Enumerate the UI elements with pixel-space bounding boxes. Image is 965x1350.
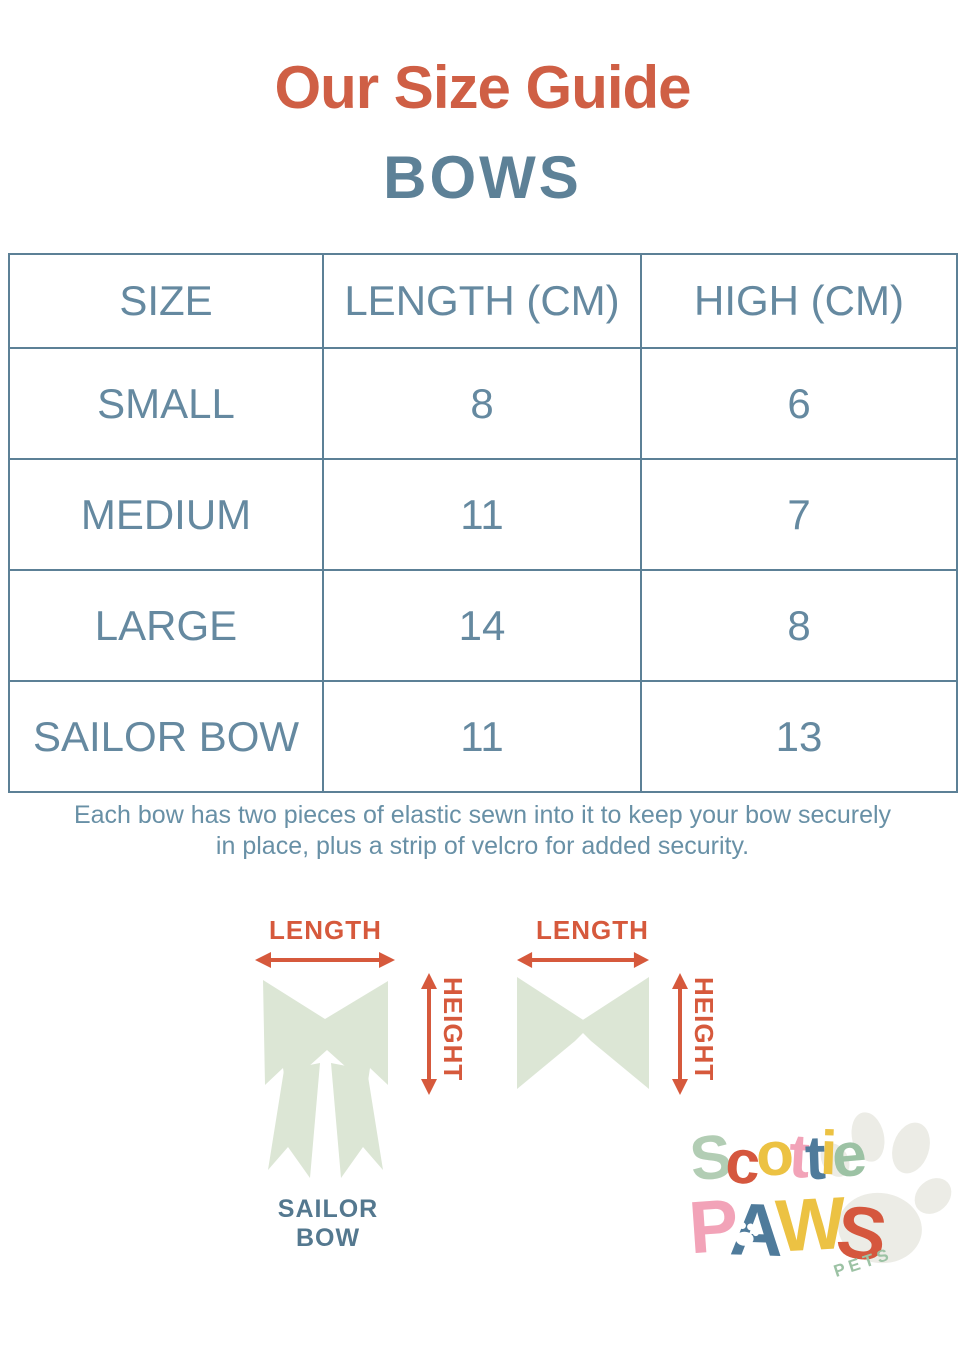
page-subtitle: BOWS	[383, 144, 582, 211]
size-table: SIZE LENGTH (CM) HIGH (CM) SMALL 8 6 MED…	[8, 253, 958, 793]
table-row-small: SMALL 8 6	[8, 347, 958, 460]
table-row-medium: MEDIUM 11 7	[8, 458, 958, 571]
size-name-cell: LARGE	[8, 569, 324, 682]
size-name-cell: SAILOR BOW	[8, 680, 324, 793]
height-arrow-icon	[421, 973, 437, 1095]
high-value-cell: 6	[640, 347, 958, 460]
table-row-large: LARGE 14 8	[8, 569, 958, 682]
sailor-bow-caption: SAILOR BOW	[277, 1195, 379, 1252]
height-arrow-icon	[672, 973, 688, 1095]
length-arrow-icon	[255, 952, 395, 968]
scottie-paws-logo: Scottie PA WS PETS	[655, 1085, 965, 1350]
col-header-size: SIZE	[8, 253, 324, 349]
length-label: LENGTH	[269, 915, 382, 945]
white-paw-icon	[731, 1222, 760, 1246]
length-label: LENGTH	[536, 915, 649, 945]
sailor-bow-icon	[263, 980, 388, 1178]
length-value-cell: 11	[322, 680, 642, 793]
high-value-cell: 13	[640, 680, 958, 793]
logo-letter: P	[686, 1183, 734, 1270]
length-value-cell: 11	[322, 458, 642, 571]
logo-letter: o	[754, 1119, 791, 1190]
col-header-length: LENGTH (CM)	[322, 253, 642, 349]
length-value-cell: 14	[322, 569, 642, 682]
note-line-2: in place, plus a strip of velcro for add…	[215, 832, 750, 860]
logo-letter: W	[773, 1181, 840, 1268]
logo-letter: e	[829, 1119, 865, 1192]
logo-letter: c	[723, 1127, 758, 1198]
note-line-1: Each bow has two pieces of elastic sewn …	[73, 801, 892, 829]
length-value-cell: 8	[322, 347, 642, 460]
size-name-cell: MEDIUM	[8, 458, 324, 571]
elastic-note: Each bow has two pieces of elastic sewn …	[0, 800, 965, 862]
length-arrow-icon	[517, 952, 649, 968]
height-label: HEIGHT	[689, 977, 719, 1082]
size-name-cell: SMALL	[8, 347, 324, 460]
sailor-bow-diagram: LENGTH HEIGHT SAILOR BOW	[253, 915, 493, 1252]
height-label: HEIGHT	[438, 977, 468, 1082]
logo-word-scottie: Scottie	[655, 1119, 897, 1198]
table-header-row: SIZE LENGTH (CM) HIGH (CM)	[8, 253, 958, 349]
logo-letter: A	[729, 1187, 777, 1272]
logo-word-paws: PA WS	[664, 1181, 904, 1276]
paw-print-icon	[820, 1112, 952, 1264]
high-value-cell: 7	[640, 458, 958, 571]
high-value-cell: 8	[640, 569, 958, 682]
classic-bow-icon	[517, 977, 649, 1089]
page-title: Our Size Guide	[274, 54, 691, 121]
col-header-high: HIGH (CM)	[640, 253, 958, 349]
classic-bow-diagram: LENGTH HEIGHT	[515, 915, 755, 1125]
table-row-sailor-bow: SAILOR BOW 11 13	[8, 680, 958, 793]
